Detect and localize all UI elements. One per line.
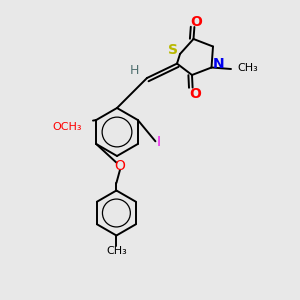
Text: I: I [157, 136, 161, 149]
Text: CH₃: CH₃ [238, 63, 258, 73]
Text: O: O [115, 159, 125, 173]
Text: O: O [190, 87, 202, 101]
Text: N: N [213, 58, 225, 71]
Text: S: S [168, 44, 178, 57]
Text: O: O [190, 15, 202, 29]
Text: OCH₃: OCH₃ [53, 122, 82, 132]
Text: CH₃: CH₃ [106, 245, 127, 256]
Text: H: H [130, 64, 139, 77]
